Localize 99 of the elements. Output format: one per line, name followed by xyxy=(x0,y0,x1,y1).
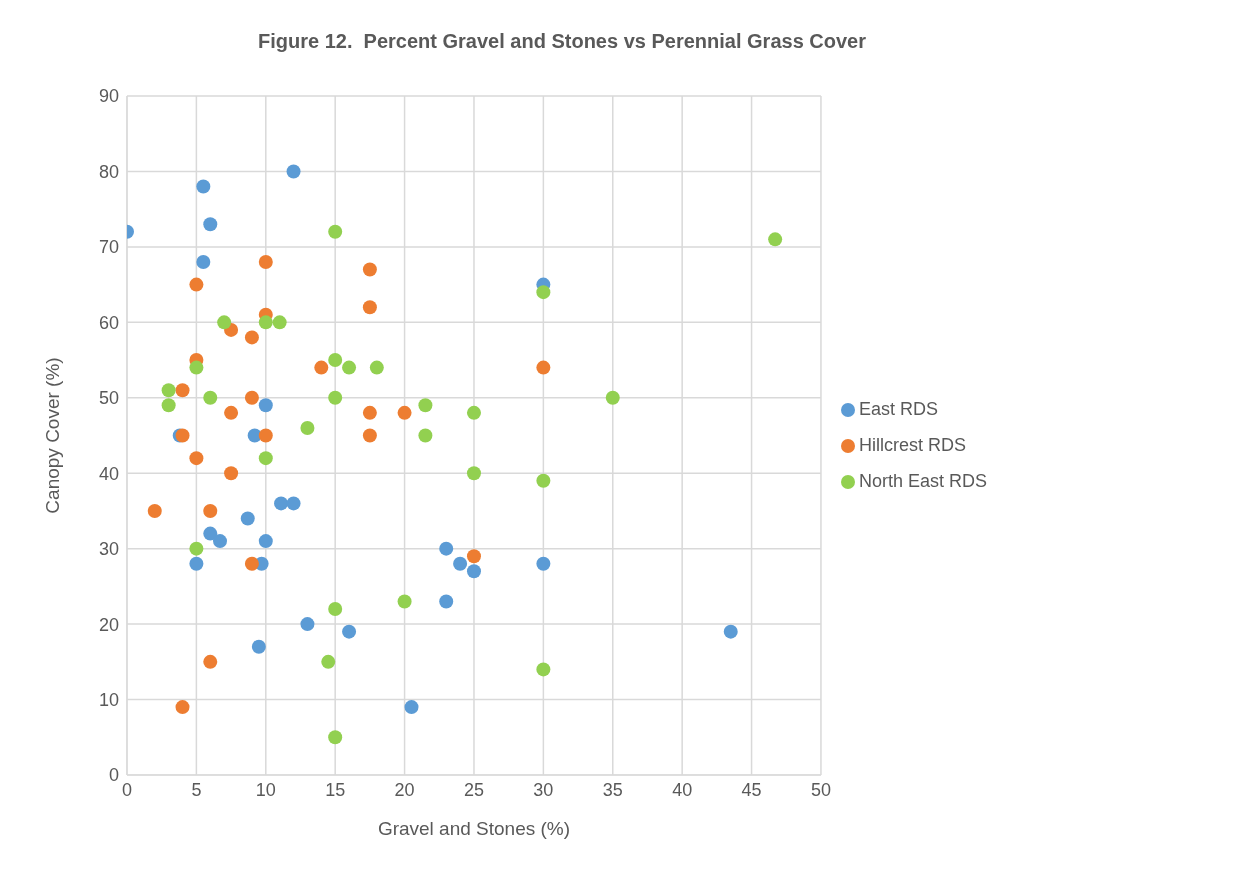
point xyxy=(342,624,357,639)
point xyxy=(258,428,273,443)
point xyxy=(453,556,468,571)
legend-label: East RDS xyxy=(858,399,938,419)
y-tick-label: 40 xyxy=(98,463,119,484)
point xyxy=(244,390,259,405)
legend-label: Hillcrest RDS xyxy=(858,435,966,455)
x-tick-label: 40 xyxy=(672,779,693,800)
point xyxy=(203,526,218,541)
point xyxy=(258,534,273,549)
y-axis-title: Canopy Cover (%) xyxy=(41,357,63,514)
x-tick-label: 20 xyxy=(394,779,415,800)
point xyxy=(328,353,343,368)
y-tick-label: 20 xyxy=(98,614,119,635)
point xyxy=(189,277,204,292)
point xyxy=(189,451,204,466)
point xyxy=(466,549,481,564)
point xyxy=(397,405,412,420)
point xyxy=(328,602,343,617)
point xyxy=(196,179,211,194)
point xyxy=(189,556,204,571)
x-tick-label: 15 xyxy=(325,779,346,800)
point xyxy=(175,700,190,715)
point xyxy=(321,654,336,669)
point xyxy=(240,511,255,526)
point xyxy=(189,360,204,375)
legend-label: North East RDS xyxy=(858,471,987,491)
x-tick-label: 35 xyxy=(602,779,623,800)
point xyxy=(536,360,551,375)
point xyxy=(418,428,433,443)
point xyxy=(536,473,551,488)
point xyxy=(466,466,481,481)
x-tick-label: 10 xyxy=(255,779,276,800)
point xyxy=(244,556,259,571)
y-tick-label: 50 xyxy=(98,388,119,409)
point xyxy=(536,662,551,677)
point xyxy=(300,617,315,632)
point xyxy=(466,564,481,579)
y-tick-label: 0 xyxy=(108,765,119,786)
point xyxy=(217,315,232,330)
point xyxy=(224,466,239,481)
point xyxy=(342,360,357,375)
y-tick-label: 80 xyxy=(98,161,119,182)
point xyxy=(258,315,273,330)
x-tick-label: 0 xyxy=(121,779,133,800)
point xyxy=(272,315,287,330)
y-tick-label: 10 xyxy=(98,689,119,710)
point xyxy=(196,254,211,269)
point xyxy=(258,254,273,269)
y-tick-label: 90 xyxy=(98,86,119,107)
point xyxy=(404,700,419,715)
y-tick-label: 60 xyxy=(98,312,119,333)
point xyxy=(328,224,343,239)
point xyxy=(224,405,239,420)
point xyxy=(369,360,384,375)
y-tick-label: 70 xyxy=(98,237,119,258)
point xyxy=(466,405,481,420)
point xyxy=(203,503,218,518)
point xyxy=(768,232,783,247)
point xyxy=(362,428,377,443)
point xyxy=(536,556,551,571)
point xyxy=(189,541,204,556)
point xyxy=(203,654,218,669)
point xyxy=(328,390,343,405)
point xyxy=(286,496,301,511)
point xyxy=(203,217,218,232)
point xyxy=(161,398,176,413)
point xyxy=(328,730,343,745)
point xyxy=(286,164,301,179)
point xyxy=(418,398,433,413)
point xyxy=(362,300,377,315)
point xyxy=(147,503,162,518)
point xyxy=(536,285,551,300)
x-tick-label: 50 xyxy=(810,779,831,800)
point xyxy=(203,390,218,405)
point xyxy=(300,420,315,435)
point xyxy=(397,594,412,609)
point xyxy=(161,383,176,398)
x-tick-label: 30 xyxy=(533,779,554,800)
point xyxy=(244,330,259,345)
point xyxy=(251,639,266,654)
point xyxy=(439,541,454,556)
point xyxy=(723,624,738,639)
point xyxy=(212,534,227,549)
x-tick-label: 5 xyxy=(191,779,202,800)
point xyxy=(258,398,273,413)
chart-title: Figure 12. Percent Gravel and Stones vs Perennial Grass Cover xyxy=(256,30,867,53)
y-tick-label: 30 xyxy=(98,539,119,560)
point xyxy=(258,451,273,466)
point xyxy=(362,262,377,277)
x-tick-label: 45 xyxy=(741,779,762,800)
x-tick-label: 25 xyxy=(463,779,484,800)
point xyxy=(439,594,454,609)
point xyxy=(605,390,620,405)
x-axis-title: Gravel and Stones (%) xyxy=(377,818,571,839)
point xyxy=(314,360,329,375)
point xyxy=(274,496,289,511)
point xyxy=(175,383,190,398)
point xyxy=(362,405,377,420)
